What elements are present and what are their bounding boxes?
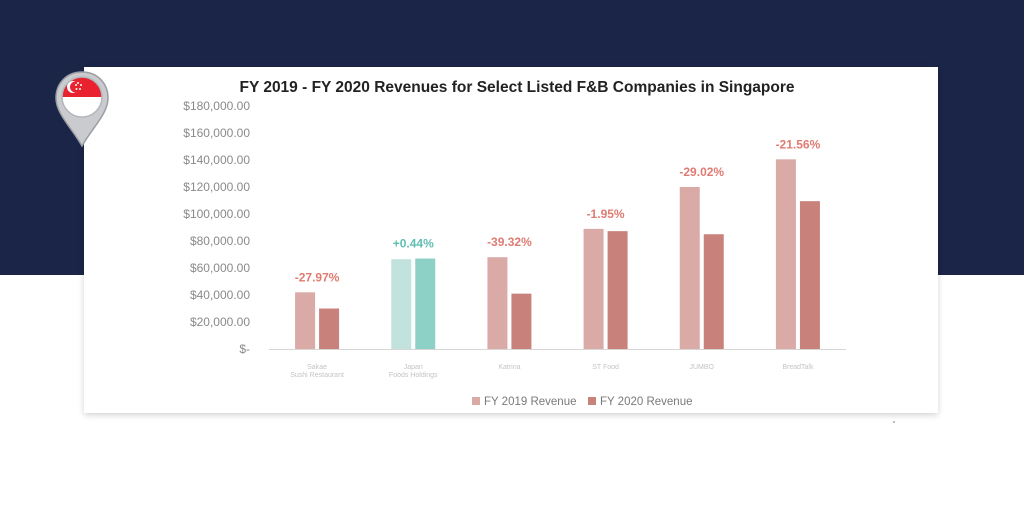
change-label: -39.32%: [487, 235, 532, 249]
x-tick-label: JUMBO: [690, 364, 715, 371]
x-tick-label: ST Food: [592, 364, 619, 371]
change-label: +0.44%: [393, 237, 434, 251]
x-tick-label: Katrina: [498, 364, 520, 371]
x-tick-label: Japan Foods Holdings: [389, 364, 438, 379]
legend-swatch: [472, 397, 480, 405]
y-tick-label: $180,000.00: [183, 99, 250, 113]
y-axis: $- $20,000.00 $40,000.00 $60,000.00 $80,000.…: [183, 99, 846, 356]
change-label: -27.97%: [295, 270, 340, 284]
decorative-dot: [893, 421, 895, 423]
y-tick-label: $-: [239, 342, 250, 356]
y-tick-label: $60,000.00: [190, 261, 250, 275]
y-tick-label: $100,000.00: [183, 207, 250, 221]
legend-swatch: [588, 397, 596, 405]
change-label: -1.95%: [587, 207, 625, 221]
legend-label: FY 2019 Revenue: [484, 396, 577, 408]
bar-fy2019: [391, 259, 412, 349]
x-tick-label: BreadTalk: [782, 364, 814, 371]
change-labels: -27.97% +0.44% -39.32% -1.95% -29.02% -21.56%: [295, 137, 821, 284]
chart-title: FY 2019 - FY 2020 Revenues for Select Li…: [239, 79, 794, 96]
bar-fy2020: [703, 234, 724, 349]
y-tick-label: $140,000.00: [183, 153, 250, 167]
change-label: -29.02%: [679, 165, 724, 179]
bar-series: [295, 159, 820, 349]
bar-chart: FY 2019 - FY 2020 Revenues for Select Li…: [183, 79, 846, 408]
bar-fy2019: [487, 257, 508, 349]
chart-card: FY 2019 - FY 2020 Revenues for Select Li…: [84, 67, 938, 413]
bar-fy2019: [775, 159, 796, 349]
bar-fy2020: [799, 201, 820, 349]
bar-fy2019: [583, 228, 604, 349]
singapore-flag-pin-icon: [55, 71, 109, 148]
bar-fy2020: [415, 258, 436, 349]
y-tick-label: $80,000.00: [190, 234, 250, 248]
y-tick-label: $40,000.00: [190, 288, 250, 302]
change-label: -21.56%: [776, 137, 821, 151]
y-tick-label: $20,000.00: [190, 315, 250, 329]
legend-label: FY 2020 Revenue: [600, 396, 693, 408]
bar-fy2019: [295, 292, 316, 349]
bar-fy2020: [607, 231, 628, 349]
x-tick-label: Sakae Sushi Restaurant: [290, 364, 344, 379]
bar-fy2020: [511, 293, 532, 349]
bar-fy2019: [679, 187, 700, 349]
y-tick-label: $120,000.00: [183, 180, 250, 194]
x-axis-labels: Sakae Sushi Restaurant Japan Foods Holdings…: [290, 364, 814, 379]
bar-fy2020: [319, 308, 340, 349]
legend: FY 2019 Revenue FY 2020 Revenue: [472, 396, 693, 408]
y-tick-label: $160,000.00: [183, 126, 250, 140]
